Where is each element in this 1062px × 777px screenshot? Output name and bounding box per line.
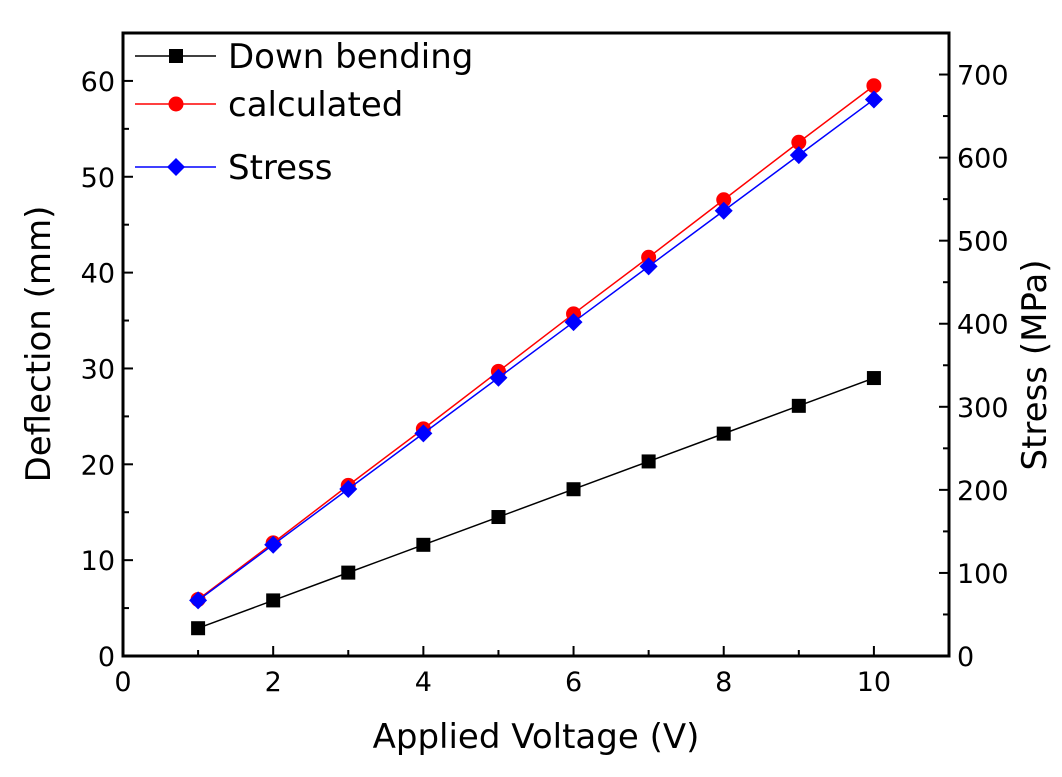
data-point [341, 565, 356, 580]
data-point [564, 313, 583, 332]
y-tick-label: 10 [81, 546, 115, 577]
axis-tick-labels: 0 2 4 6 8 10010203040506001002003004005006007… [81, 61, 1009, 698]
data-point [416, 537, 431, 552]
data-point [791, 134, 807, 150]
series-down-bending [191, 371, 881, 636]
data-point [264, 535, 283, 554]
data-point [489, 368, 508, 387]
data-point [339, 480, 358, 499]
y2-tick-label: 500 [957, 227, 1009, 258]
y2-tick-label: 200 [957, 476, 1009, 507]
y2-axis-title: Stress (MPa) [1015, 260, 1055, 471]
legend-marker [169, 49, 183, 63]
x-tick-label: 4 [415, 667, 432, 698]
legend-marker [168, 96, 184, 112]
y-axis-title: Deflection (mm) [19, 206, 59, 483]
y-tick-label: 60 [81, 67, 115, 98]
x-tick-label: 10 [857, 667, 891, 698]
data-point [266, 593, 281, 608]
series-stress [189, 90, 883, 610]
data-point [639, 257, 658, 276]
x-tick-label: 2 [265, 667, 282, 698]
legend-marker [167, 158, 185, 176]
data-point [716, 192, 732, 208]
y-tick-label: 0 [98, 642, 115, 673]
y2-tick-label: 100 [957, 559, 1009, 590]
x-axis-title: Applied Voltage (V) [373, 717, 700, 757]
series-line [197, 85, 875, 601]
data-point [716, 426, 731, 441]
y2-tick-label: 600 [957, 144, 1009, 175]
data-point [866, 78, 882, 94]
legend-item: Down bending [135, 37, 473, 77]
legend-item: calculated [135, 85, 403, 125]
legend-label: calculated [228, 85, 403, 125]
series-layer [189, 78, 883, 636]
data-point [566, 482, 581, 497]
y2-tick-label: 0 [957, 642, 974, 673]
legend-label: Down bending [228, 37, 473, 77]
y-tick-label: 30 [81, 354, 115, 385]
y-tick-label: 50 [81, 163, 115, 194]
data-point [789, 146, 808, 165]
data-point [864, 90, 883, 109]
data-point [641, 454, 656, 469]
y2-tick-label: 700 [957, 61, 1009, 92]
x-tick-label: 6 [565, 667, 582, 698]
series-line [197, 98, 875, 601]
data-point [641, 249, 657, 265]
data-point [791, 398, 806, 413]
y-tick-label: 20 [81, 450, 115, 481]
data-point [714, 201, 733, 220]
axis-ticks [122, 32, 950, 657]
data-point [866, 371, 881, 386]
data-point [491, 510, 506, 525]
series-line [197, 377, 875, 629]
legend-item: Stress [135, 148, 333, 188]
y2-tick-label: 300 [957, 393, 1009, 424]
plot-frame [121, 31, 951, 658]
legend-label: Stress [228, 148, 333, 188]
y-tick-label: 40 [81, 259, 115, 290]
data-point [414, 424, 433, 443]
data-point [189, 591, 208, 610]
y2-tick-label: 400 [957, 310, 1009, 341]
x-tick-label: 8 [715, 667, 732, 698]
x-tick-label: 0 [114, 667, 131, 698]
data-point [191, 621, 206, 636]
legend: Down bending calculated Stress [135, 37, 473, 188]
